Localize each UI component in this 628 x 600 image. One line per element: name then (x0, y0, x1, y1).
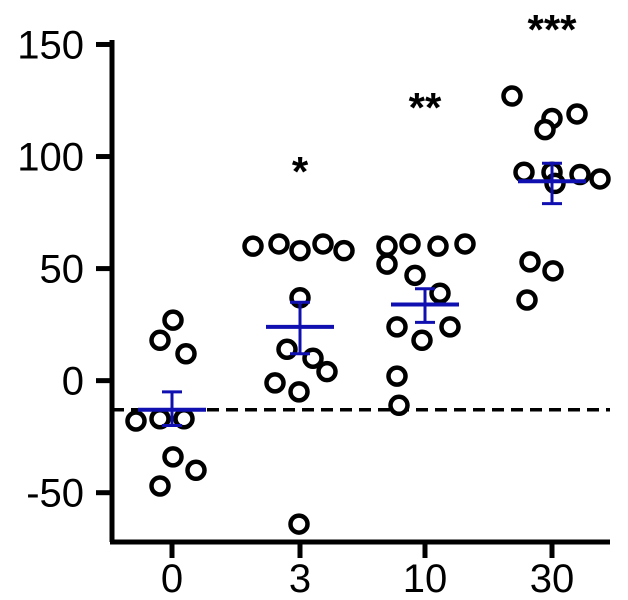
data-point (175, 343, 197, 365)
data-point (289, 239, 311, 262)
data-point (439, 316, 461, 338)
x-tick-label: 10 (403, 557, 448, 600)
data-point (264, 372, 286, 394)
mean-sem-bars (138, 161, 586, 427)
significance-label: * (292, 148, 309, 195)
significance-label: ** (409, 84, 442, 131)
data-point (427, 235, 449, 257)
data-point (534, 118, 556, 141)
data-point (333, 239, 355, 262)
data-point (411, 329, 433, 352)
data-point (386, 365, 408, 387)
data-point (125, 410, 147, 432)
x-ticks: 0 3 10 30 (161, 542, 574, 600)
data-point (386, 316, 408, 338)
data-point (149, 475, 171, 497)
data-point (566, 103, 588, 125)
significance-label: *** (527, 6, 577, 53)
data-point (376, 253, 398, 275)
data-points (125, 85, 611, 535)
y-tick-label: -50 (26, 472, 84, 516)
y-ticks: 150 100 50 0 -50 (17, 23, 112, 516)
data-point (149, 329, 171, 352)
y-tick-label: 150 (17, 23, 84, 67)
significance-labels: ****** (292, 6, 577, 195)
data-point (288, 381, 310, 403)
y-tick-label: 100 (17, 136, 84, 180)
data-point (162, 309, 184, 331)
data-point (513, 161, 535, 183)
x-tick-label: 0 (161, 557, 183, 600)
y-tick-label: 0 (62, 360, 84, 404)
data-point (376, 235, 398, 257)
axes (109, 40, 610, 545)
data-point (316, 360, 338, 383)
x-tick-label: 3 (289, 557, 311, 600)
data-point (268, 233, 290, 255)
data-point (544, 172, 566, 195)
data-point (501, 85, 523, 107)
data-point (288, 513, 310, 535)
y-tick-label: 50 (40, 248, 85, 292)
data-point (589, 168, 611, 190)
data-point (429, 282, 451, 304)
data-point (162, 446, 184, 468)
data-point (516, 289, 538, 311)
data-point (454, 233, 476, 255)
data-point (388, 394, 410, 417)
x-tick-label: 30 (530, 557, 575, 600)
data-point (242, 235, 264, 257)
data-point (404, 264, 426, 287)
data-point (312, 233, 334, 255)
data-point (399, 233, 421, 255)
data-point (542, 260, 564, 282)
data-point (185, 459, 207, 482)
data-point (519, 251, 541, 273)
